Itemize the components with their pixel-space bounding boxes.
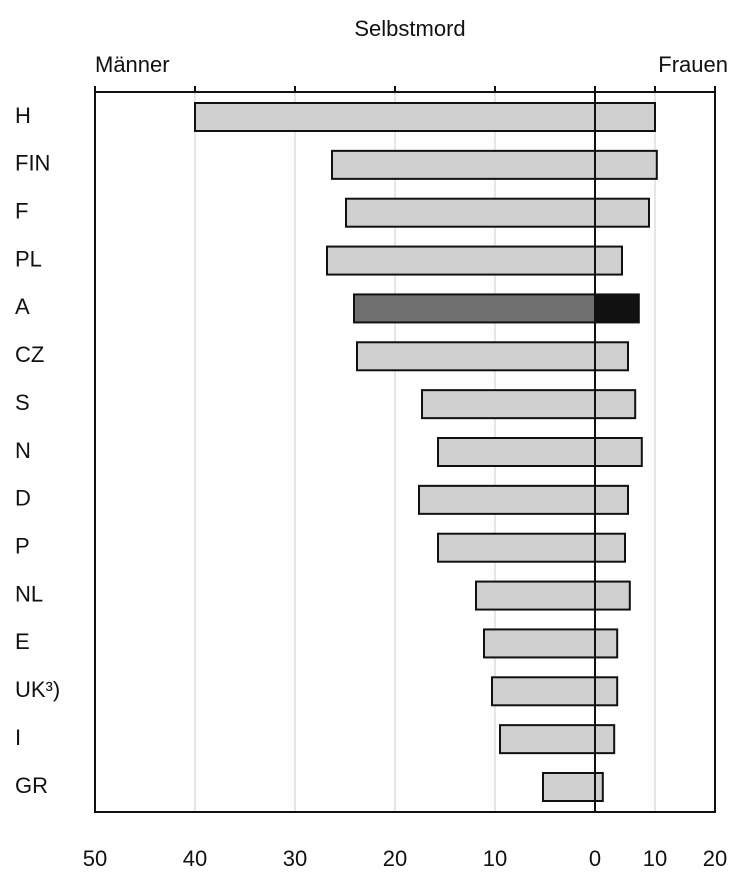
x-tick-label: 10 bbox=[643, 846, 667, 871]
series-label: Frauen bbox=[658, 52, 728, 77]
category-label: NL bbox=[15, 581, 43, 606]
bar bbox=[594, 676, 619, 707]
bar bbox=[418, 484, 596, 515]
bar bbox=[475, 580, 596, 611]
chart-title: Selbstmord bbox=[354, 16, 465, 41]
category-label: H bbox=[15, 103, 31, 128]
bar bbox=[594, 484, 629, 515]
bar bbox=[331, 149, 596, 180]
bar bbox=[594, 245, 623, 276]
x-tick-label: 50 bbox=[83, 846, 107, 871]
bar bbox=[594, 580, 631, 611]
plot-frame bbox=[94, 91, 716, 813]
bar bbox=[594, 437, 643, 467]
bar bbox=[194, 102, 596, 132]
bar bbox=[437, 437, 596, 467]
bar bbox=[326, 245, 596, 276]
x-tick-label: 0 bbox=[589, 846, 601, 871]
bar bbox=[345, 197, 596, 228]
category-label: S bbox=[15, 390, 30, 415]
bar bbox=[542, 772, 596, 802]
category-label: D bbox=[15, 486, 31, 511]
category-label: E bbox=[15, 629, 30, 654]
category-label: A bbox=[15, 294, 30, 319]
bar bbox=[594, 341, 629, 372]
x-tick-label: 10 bbox=[483, 846, 507, 871]
category-label: UK³) bbox=[15, 677, 60, 702]
series-label: Männer bbox=[95, 52, 170, 77]
bar bbox=[483, 628, 596, 659]
bar bbox=[421, 389, 596, 420]
category-label: PL bbox=[15, 246, 42, 271]
bar bbox=[594, 532, 626, 563]
bar bbox=[594, 293, 640, 324]
bar bbox=[356, 341, 596, 372]
x-tick-label: 30 bbox=[283, 846, 307, 871]
bar bbox=[594, 724, 616, 755]
bar bbox=[594, 102, 656, 132]
category-label: FIN bbox=[15, 151, 50, 176]
bar bbox=[594, 149, 658, 180]
category-label: N bbox=[15, 438, 31, 463]
bar bbox=[499, 724, 596, 755]
bar bbox=[594, 197, 650, 228]
bar bbox=[491, 676, 596, 707]
category-label: CZ bbox=[15, 342, 44, 367]
category-label: F bbox=[15, 199, 28, 224]
category-label: GR bbox=[15, 773, 48, 798]
bar bbox=[594, 389, 637, 420]
category-label: I bbox=[15, 725, 21, 750]
bar bbox=[594, 628, 619, 659]
bar bbox=[437, 532, 596, 563]
bar bbox=[594, 772, 604, 802]
x-tick-label: 20 bbox=[703, 846, 727, 871]
category-label: P bbox=[15, 534, 30, 559]
bar bbox=[353, 293, 596, 324]
x-tick-label: 20 bbox=[383, 846, 407, 871]
x-tick-label: 40 bbox=[183, 846, 207, 871]
